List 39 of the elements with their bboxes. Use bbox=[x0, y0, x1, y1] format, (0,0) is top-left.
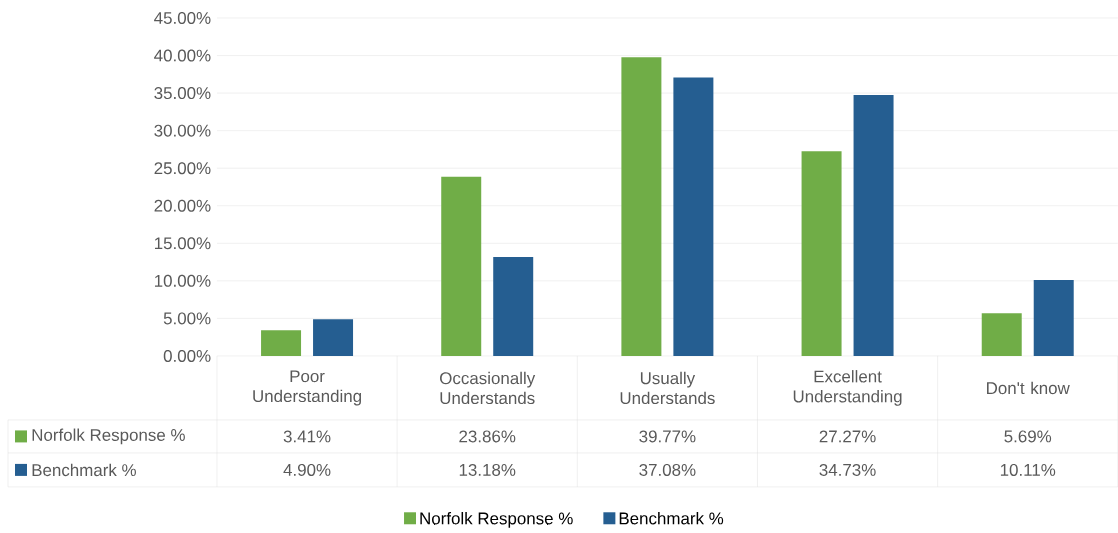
legend-label: Norfolk Response % bbox=[32, 428, 185, 445]
y-tick-label: 35.00% bbox=[154, 87, 211, 100]
data-label: 23.86% bbox=[459, 430, 516, 443]
bar bbox=[981, 313, 1022, 356]
y-tick-label: 25.00% bbox=[154, 162, 211, 175]
y-tick-label: 20.00% bbox=[154, 199, 211, 212]
y-tick-label: 30.00% bbox=[154, 124, 211, 137]
x-tick-label: Excellent Understanding bbox=[793, 370, 902, 406]
x-tick-label: Occasionally Understands bbox=[440, 371, 536, 405]
x-tick-label: Don't know bbox=[987, 381, 1070, 395]
bar bbox=[261, 330, 302, 356]
data-label: 39.77% bbox=[639, 430, 696, 443]
data-label: 27.27% bbox=[819, 430, 876, 443]
y-tick-label: 5.00% bbox=[163, 312, 211, 325]
y-tick-label: 0.00% bbox=[163, 349, 211, 362]
data-label: 4.90% bbox=[283, 463, 331, 476]
y-tick-label: 45.00% bbox=[154, 12, 211, 25]
data-label: 34.73% bbox=[819, 463, 876, 476]
data-label: 37.08% bbox=[639, 463, 696, 476]
bar bbox=[801, 151, 842, 356]
bar bbox=[621, 57, 662, 356]
x-tick-label: Usually Understands bbox=[620, 371, 715, 405]
y-tick-label: 10.00% bbox=[154, 274, 211, 287]
text: Benchmark % bbox=[32, 463, 136, 477]
bar bbox=[853, 95, 894, 356]
data-label: 10.11% bbox=[1000, 463, 1056, 476]
bar bbox=[441, 176, 482, 356]
bar bbox=[673, 77, 714, 356]
bar bbox=[1033, 280, 1074, 356]
data-label: 5.69% bbox=[1004, 430, 1052, 443]
x-tick-label: Poor Understanding bbox=[253, 370, 362, 406]
bar bbox=[493, 257, 534, 356]
legend-label: Benchmark % bbox=[619, 512, 724, 525]
y-tick-label: 40.00% bbox=[154, 49, 211, 62]
data-label: 3.41% bbox=[283, 430, 331, 443]
y-tick-label: 15.00% bbox=[154, 237, 211, 250]
data-label: 13.18% bbox=[459, 463, 516, 476]
text: Norfolk Response % bbox=[420, 512, 573, 528]
bar bbox=[313, 319, 354, 356]
